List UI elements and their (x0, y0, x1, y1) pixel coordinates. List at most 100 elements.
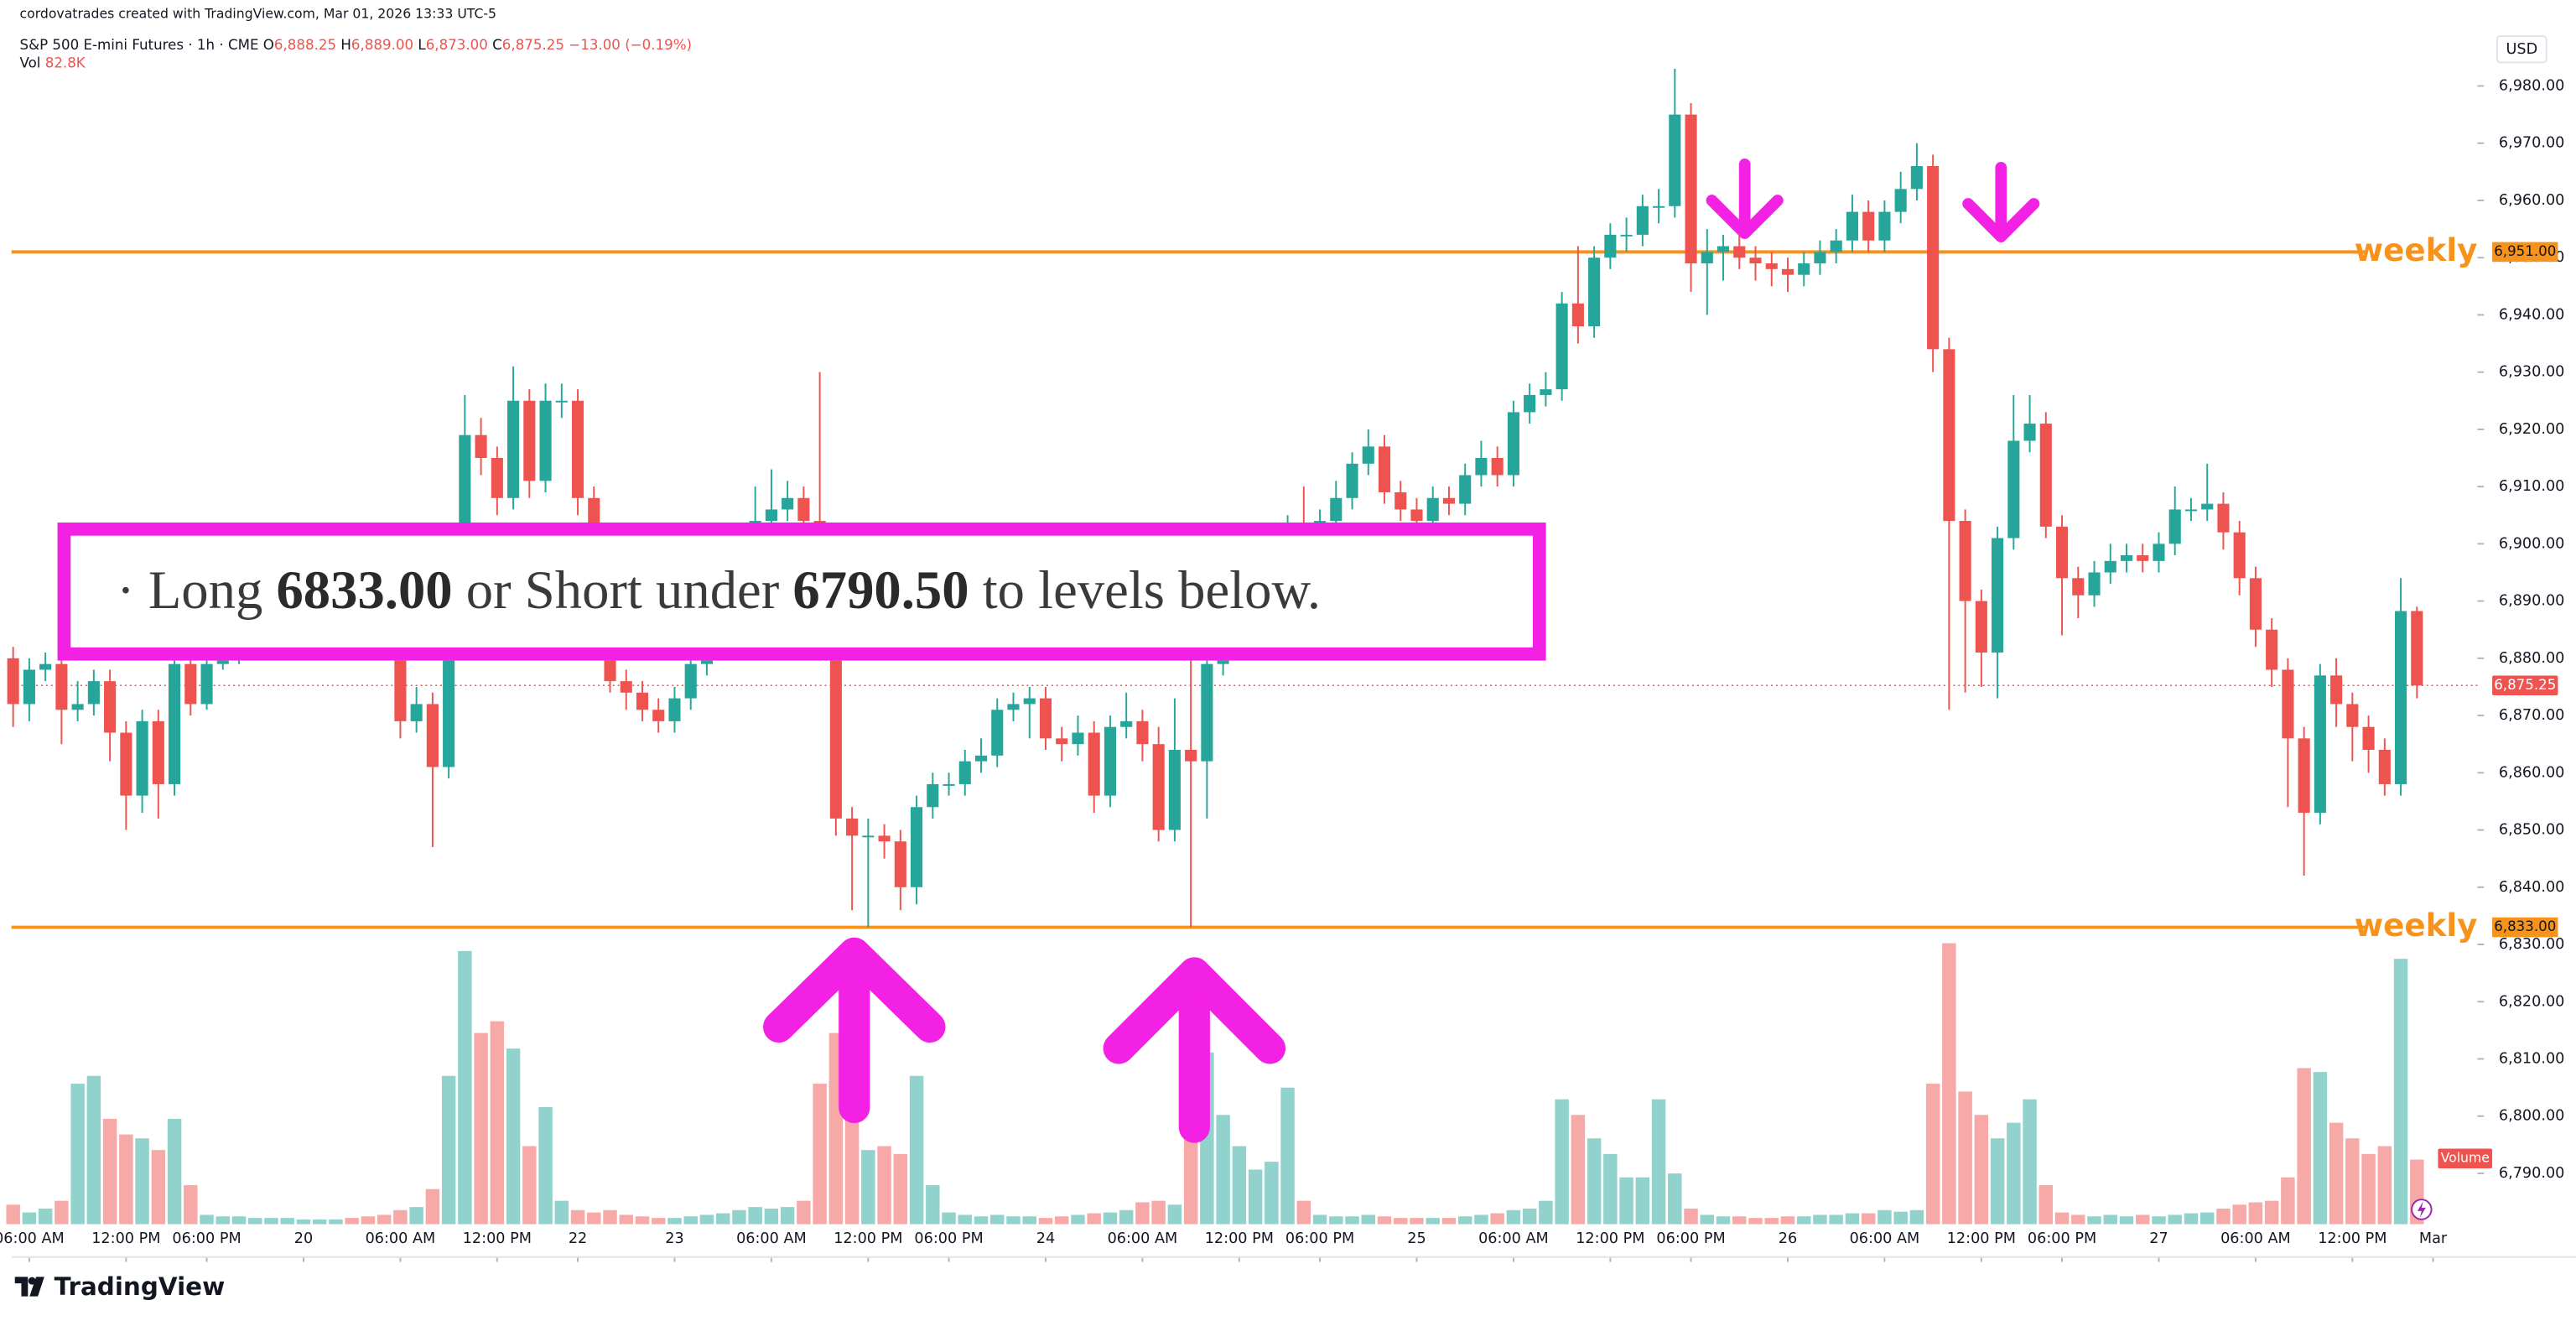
candle-body (1442, 497, 1456, 504)
candle-body (152, 720, 164, 784)
volume-bar (2199, 1212, 2215, 1225)
candle-body (2072, 578, 2085, 595)
volume-bar (1651, 1099, 1666, 1225)
volume-bar (441, 1075, 456, 1225)
volume-bar (813, 1084, 827, 1225)
symbol-line: S&P 500 E-mini Futures · 1h · CME O6,888… (20, 38, 693, 55)
volume-bar (522, 1146, 537, 1225)
candle-body (782, 497, 794, 510)
volume-bar (1232, 1146, 1247, 1225)
x-tick-label: 06:00 AM (2220, 1230, 2291, 1247)
y-tick-label: 6,890.00 (2499, 593, 2564, 610)
volume-bar (490, 1021, 505, 1225)
candle-body (2039, 424, 2052, 527)
y-tick-label: 6,790.00 (2499, 1165, 2564, 1182)
candle-body (2282, 669, 2294, 739)
candle-body (846, 818, 859, 836)
volume-bar (587, 1212, 601, 1225)
x-tick-label: 06:00 PM (1656, 1230, 1725, 1247)
volume-bar (1748, 1218, 1763, 1225)
level-name: weekly (2355, 231, 2478, 268)
volume-bar (2248, 1202, 2263, 1225)
volume-bar (2345, 1138, 2360, 1225)
volume-bar (1668, 1173, 1682, 1225)
candle-body (1104, 726, 1116, 796)
candle-body (1459, 475, 1472, 504)
volume-bar (86, 1075, 101, 1225)
volume-bar (167, 1118, 182, 1225)
volume-bar (2281, 1177, 2295, 1225)
volume-bar (619, 1214, 633, 1225)
candle-body (943, 783, 955, 786)
volume-line: Vol 82.8K (20, 56, 86, 73)
candle-body (1088, 732, 1100, 796)
candle-body (216, 658, 229, 664)
volume-bar (1216, 1115, 1230, 1225)
replay-button[interactable] (2411, 1199, 2433, 1220)
y-tick-label: 6,870.00 (2499, 707, 2564, 724)
y-tick-label: 6,830.00 (2499, 936, 2564, 953)
volume-bar (1135, 1202, 1150, 1225)
candle-body (104, 681, 117, 733)
volume-bar (942, 1212, 956, 1225)
volume-bar (1296, 1200, 1311, 1225)
volume-bar (38, 1208, 53, 1225)
x-tick-label: 06:00 PM (2028, 1230, 2096, 1247)
candle-body (507, 400, 520, 498)
volume-label: Volume (2441, 1150, 2490, 1166)
volume-bar (2216, 1208, 2231, 1225)
candle-body (1540, 389, 1552, 395)
volume-bar (797, 1200, 811, 1225)
candle-body (1878, 211, 1891, 241)
candle-body (571, 400, 584, 498)
y-tick-label: 6,900.00 (2499, 535, 2564, 552)
text: or Short under (465, 562, 780, 621)
volume-bar (652, 1218, 666, 1225)
volume-bar (1861, 1213, 1876, 1225)
volume-bar (1054, 1216, 1069, 1225)
volume-bar (1410, 1218, 1424, 1225)
candle-body (1927, 166, 1940, 350)
candle-body (2023, 424, 2036, 441)
volume-bar (974, 1216, 989, 1225)
candle-body (2201, 503, 2214, 510)
ohlc-value: 6,873.00 (425, 38, 488, 55)
volume-bar (1183, 1138, 1198, 1225)
volume-bar (844, 1099, 860, 1225)
volume-bar (119, 1134, 133, 1225)
volume-bar (296, 1220, 311, 1225)
candle-body (1653, 205, 1665, 208)
volume-bar (1377, 1216, 1392, 1225)
currency: USD (2506, 41, 2538, 58)
candle-body (1039, 698, 1052, 739)
volume-key: Vol (19, 55, 41, 73)
ohlc-value: 6,875.25 (501, 38, 564, 55)
volume-bar (2023, 1099, 2037, 1225)
candle-body (2137, 555, 2149, 561)
level-label: 6,951.00 (2494, 243, 2556, 259)
candle-body (1685, 114, 1697, 264)
volume-bar (1603, 1153, 1618, 1225)
volume-bar (1474, 1214, 1488, 1225)
candle-body (1701, 252, 1713, 264)
volume-bar (2393, 959, 2408, 1225)
volume-bar (1990, 1138, 2005, 1225)
ohlc-key: H (340, 38, 351, 55)
volume-bar (1457, 1216, 1472, 1225)
volume-bar (1813, 1214, 1827, 1225)
candle-body (2378, 750, 2391, 784)
volume-bar (2119, 1216, 2134, 1225)
volume-bar (1796, 1216, 1811, 1225)
candle-body (1588, 257, 1601, 327)
ohlc-value: 6,889.00 (351, 38, 414, 55)
candle-body (1555, 303, 1568, 390)
volume-bar (393, 1209, 408, 1225)
volume-bar (1490, 1213, 1504, 1225)
y-tick-label: 6,820.00 (2499, 993, 2564, 1010)
volume-bar (377, 1214, 392, 1225)
volume-bar (732, 1209, 746, 1225)
candle-body (1733, 246, 1746, 258)
candle-body (1524, 394, 1536, 413)
symbol: S&P 500 E-mini Futures · 1h · CME (19, 38, 259, 55)
currency-box[interactable] (2496, 35, 2547, 64)
